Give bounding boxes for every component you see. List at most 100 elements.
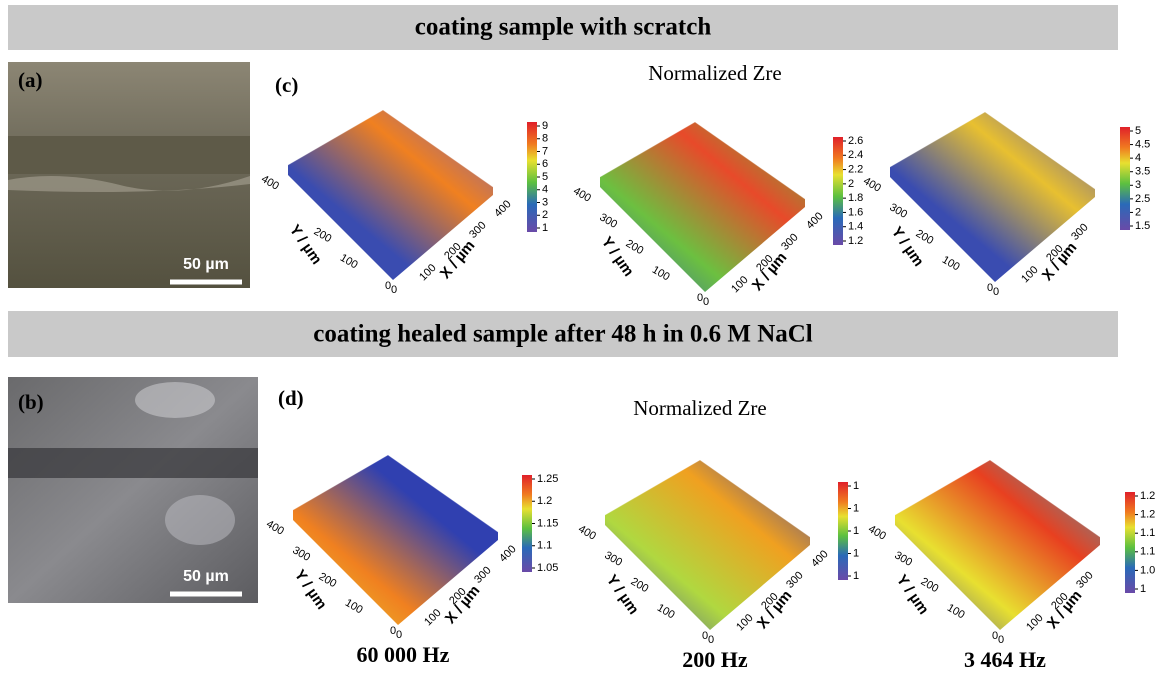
colorbar-label: 1.4 (848, 221, 863, 233)
colorbar-label: 1.2 (1140, 509, 1155, 521)
y-tick-label: 400 (576, 523, 598, 543)
surface-edge (292, 454, 499, 533)
colorbar-label: 1.2 (848, 235, 863, 247)
photo (8, 62, 250, 288)
origin-label: 0 (993, 286, 999, 298)
plot-title: Normalized Zre (648, 61, 782, 85)
y-tick-label: 400 (259, 173, 281, 193)
photo (8, 377, 258, 603)
surface-edge (287, 109, 494, 188)
colorbar-label: 8 (542, 133, 548, 145)
scratch (8, 136, 250, 174)
frequency: 3 464 Hz (964, 647, 1046, 672)
colorbar-label: 7 (542, 145, 548, 157)
x-tick-label: 100 (1024, 612, 1045, 633)
surface (288, 110, 493, 280)
colorbar-label: 1.5 (1135, 220, 1150, 232)
origin-label: 0 (391, 284, 397, 296)
colorbar-label: 1 (542, 222, 548, 234)
y-tick-label: 400 (264, 518, 286, 538)
colorbar-label: 1 (853, 525, 859, 537)
x-tick-label: 300 (784, 569, 805, 590)
origin-label: 0 (396, 629, 402, 641)
banner (8, 5, 1118, 50)
colorbar (1120, 127, 1130, 230)
scale-text: 50 µm (183, 256, 229, 273)
origin-label: 0 (998, 634, 1004, 646)
frequency: 200 Hz (682, 647, 748, 672)
origin-label: 0 (390, 625, 396, 637)
colorbar-label: 1 (853, 547, 859, 559)
colorbar (527, 122, 537, 232)
x-tick-label: 300 (1069, 221, 1090, 242)
panel-label: (d) (278, 386, 304, 410)
panel-label: (a) (18, 68, 43, 92)
banner-text: coating sample with scratch (415, 14, 712, 41)
colorbar-label: 2.2 (848, 163, 863, 175)
colorbar-label: 5 (542, 171, 548, 183)
surface (895, 460, 1100, 630)
colorbar-label: 1.2 (1140, 490, 1155, 502)
colorbar-label: 3 (542, 196, 548, 208)
x-tick-label: 100 (734, 612, 755, 633)
colorbar-label: 1.1 (1140, 546, 1155, 558)
colorbar-label: 2.4 (848, 149, 863, 161)
colorbar-label: 1.05 (537, 562, 558, 574)
y-tick-label: 300 (887, 201, 909, 221)
colorbar-label: 2 (542, 209, 548, 221)
texture (165, 495, 235, 545)
surface (605, 460, 810, 630)
y-tick-label: 100 (940, 254, 962, 274)
x-tick-label: 100 (422, 607, 443, 628)
colorbar (522, 475, 532, 572)
y-tick-label: 100 (650, 264, 672, 284)
colorbar-label: 4 (1135, 152, 1141, 164)
x-tick-label: 400 (492, 198, 513, 219)
colorbar-label: 3.5 (1135, 166, 1150, 178)
x-tick-label: 400 (809, 548, 830, 569)
x-tick-label: 100 (1019, 264, 1040, 285)
colorbar-label: 1 (853, 502, 859, 514)
colorbar-label: 3 (1135, 179, 1141, 191)
colorbar-label: 1.2 (537, 495, 552, 507)
banner-text: coating healed sample after 48 h in 0.6 … (313, 321, 813, 348)
y-tick-label: 100 (343, 597, 365, 617)
y-tick-label: 300 (597, 211, 619, 231)
origin-label: 0 (697, 292, 703, 304)
colorbar-label: 1.6 (848, 206, 863, 218)
x-tick-label: 400 (804, 210, 825, 231)
origin-label: 0 (702, 630, 708, 642)
y-tick-label: 100 (945, 602, 967, 622)
surface-edge (604, 459, 811, 538)
x-tick-label: 100 (729, 274, 750, 295)
banner (8, 311, 1118, 357)
y-tick-label: 300 (892, 549, 914, 569)
x-tick-label: 100 (417, 262, 438, 283)
y-tick-label: 400 (571, 185, 593, 205)
colorbar-label: 1.15 (537, 517, 558, 529)
surface (600, 122, 805, 292)
surface-edge (889, 111, 1096, 190)
colorbar-label: 2 (1135, 206, 1141, 218)
frequency: 60 000 Hz (357, 642, 450, 667)
x-tick-label: 400 (497, 543, 518, 564)
colorbar-label: 9 (542, 120, 548, 132)
colorbar-label: 1.0 (1140, 564, 1155, 576)
colorbar-label: 6 (542, 158, 548, 170)
colorbar-label: 1 (853, 570, 859, 582)
colorbar-label: 1.8 (848, 192, 863, 204)
colorbar (1125, 492, 1135, 593)
colorbar-label: 5 (1135, 125, 1141, 137)
colorbar-label: 1.25 (537, 473, 558, 485)
x-tick-label: 300 (472, 564, 493, 585)
texture (135, 382, 215, 418)
y-tick-label: 100 (338, 252, 360, 272)
y-tick-label: 300 (602, 549, 624, 569)
colorbar-label: 4.5 (1135, 138, 1150, 150)
scale-text: 50 µm (183, 568, 229, 585)
surface (890, 112, 1095, 282)
x-tick-label: 300 (1074, 569, 1095, 590)
plot-title: Normalized Zre (633, 396, 767, 420)
surface (293, 455, 498, 625)
